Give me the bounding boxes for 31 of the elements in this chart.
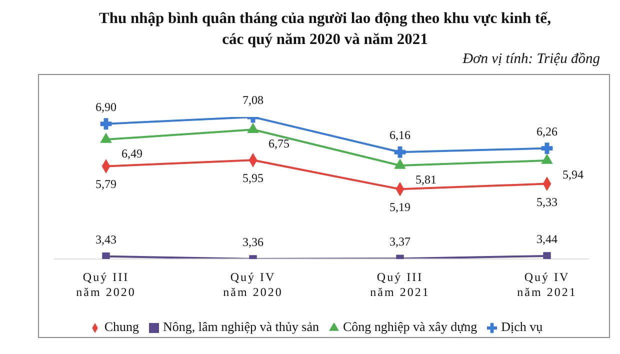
text: Đơn vị tính: Triệu đồng — [462, 50, 600, 68]
x-tick-label: Quý III năm 2020 — [76, 270, 136, 299]
chart-title: Thu nhập bình quân tháng của người lao động theo khu vực kinh tế, các quý năm 2020 và năm 2021 — [98, 9, 552, 50]
data-label: 3,36 — [242, 235, 264, 249]
legend-label: Dịch vụ — [501, 319, 543, 334]
data-label: 6,16 — [390, 128, 410, 142]
point — [541, 142, 553, 154]
legend-label: Nông, lâm nghiệp và thủy sản — [163, 319, 319, 334]
point — [102, 252, 110, 259]
data-label: 3,43 — [96, 232, 116, 246]
data-label: 7,08 — [242, 93, 264, 107]
data-label: 5,81 — [416, 172, 436, 186]
data-label: 6,90 — [96, 100, 116, 114]
legend-label: Chung — [104, 319, 139, 334]
x-tick-label: Quý IV năm 2020 — [223, 270, 283, 299]
legend-label: Công nghiệp và xây dựng — [342, 319, 478, 334]
point — [394, 146, 406, 158]
x-tick-label: Quý III năm 2021 — [370, 270, 430, 299]
x-tick-label: Quý IV năm 2021 — [517, 270, 577, 299]
data-label: 5,94 — [562, 168, 584, 182]
data-label: 3,37 — [390, 234, 410, 249]
data-label: 6,26 — [536, 124, 558, 138]
data-label: 3,44 — [536, 232, 558, 246]
point — [543, 252, 551, 259]
data-label: 5,95 — [242, 171, 264, 186]
data-label: 5,19 — [390, 200, 410, 214]
data-label: 6,49 — [122, 146, 142, 161]
point — [100, 118, 112, 130]
data-label: 5,79 — [96, 177, 116, 192]
data-label: 6,75 — [268, 136, 290, 151]
data-label: 5,33 — [536, 194, 558, 209]
